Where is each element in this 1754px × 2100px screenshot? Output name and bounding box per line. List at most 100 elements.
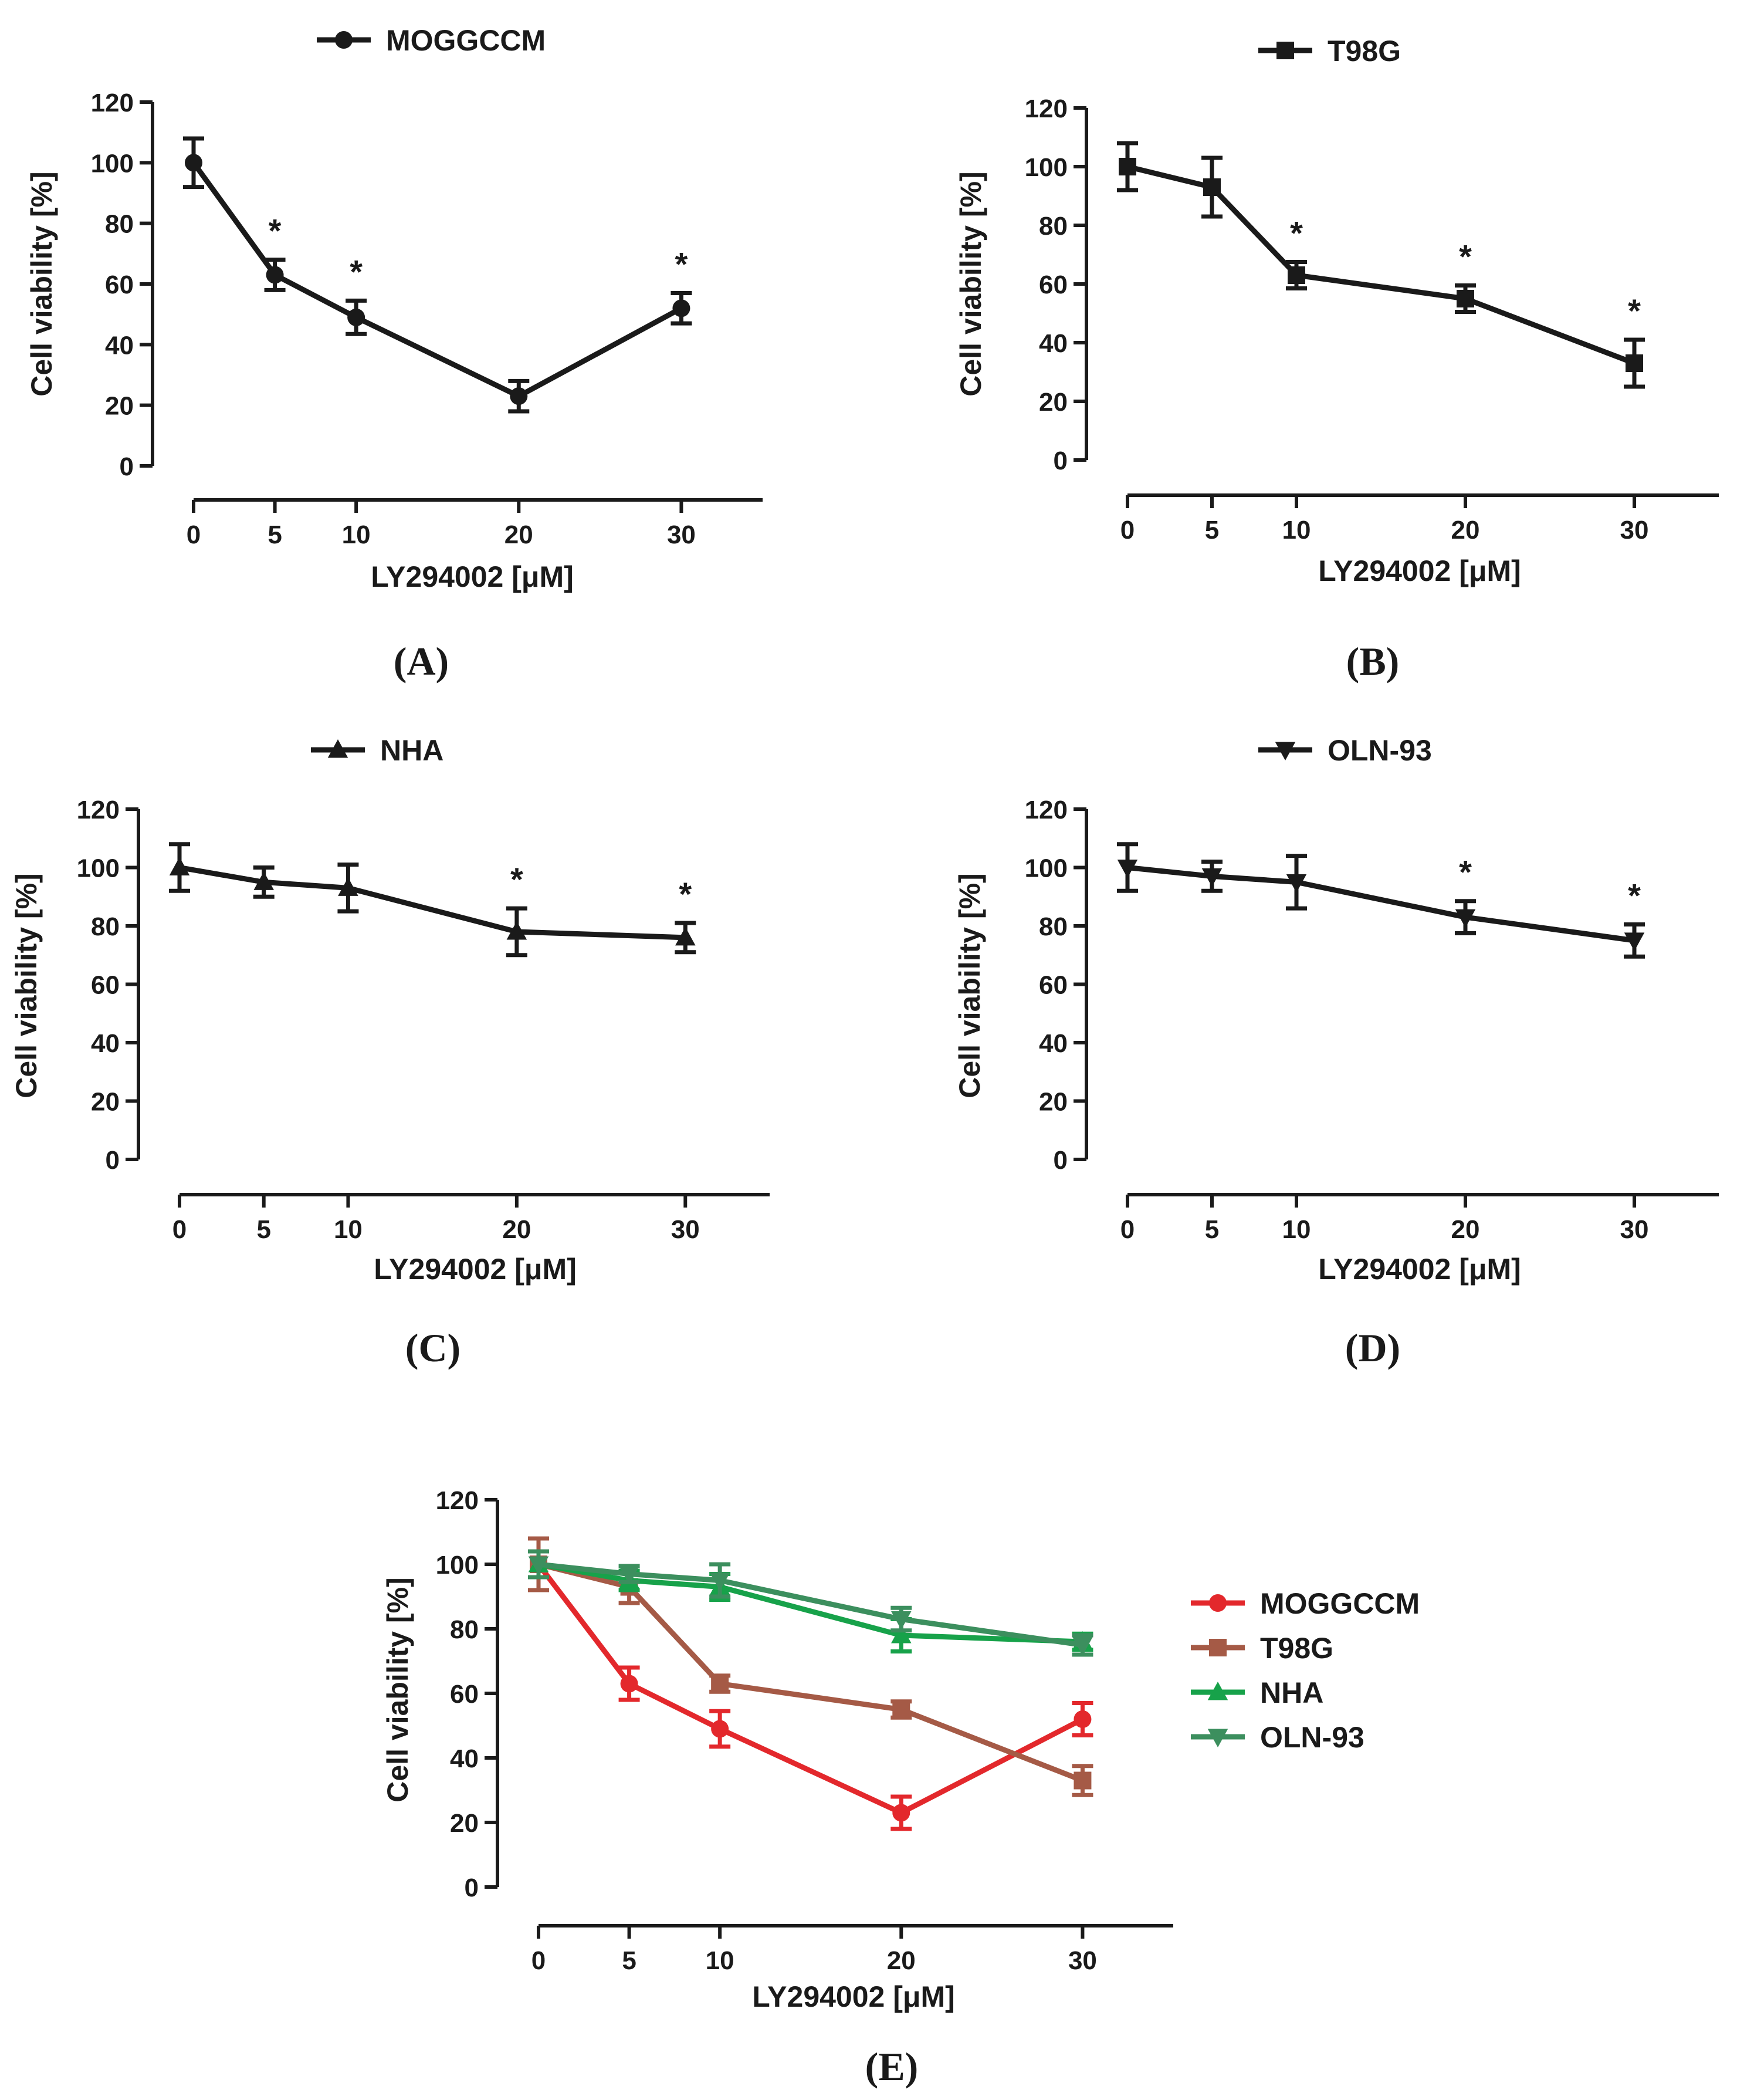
series-nha (169, 842, 696, 958)
x-axis-title: LY294002 [μM] (374, 1253, 577, 1286)
data-point (892, 1804, 910, 1822)
y-tick-label: 20 (1039, 388, 1068, 417)
significance-star: * (1628, 292, 1641, 329)
x-tick-label: 0 (187, 520, 201, 549)
y-axis-title: Cell viability [%] (10, 873, 43, 1098)
y-tick-label: 100 (77, 854, 120, 883)
panel-b: 0 20 40 60 80 100 120 0 5 10 20 30 LY294002 [μM] Cell… (954, 35, 1719, 684)
y-tick-label: 0 (1054, 1146, 1068, 1175)
panel-label: (B) (1346, 639, 1400, 684)
series-oln-93 (1117, 842, 1645, 959)
x-tick-label: 10 (1282, 516, 1311, 545)
y-tick-label: 120 (1025, 94, 1068, 123)
y-tick-label: 80 (105, 210, 134, 239)
data-point (1203, 178, 1221, 196)
y-tick-label: 40 (1039, 1029, 1068, 1058)
x-tick-label: 5 (622, 1946, 636, 1975)
x-tick-label: 10 (1282, 1215, 1311, 1244)
data-point (891, 1625, 912, 1644)
x-tick-label: 5 (1205, 516, 1219, 545)
x-tick-label: 5 (1205, 1215, 1219, 1244)
y-tick-label: 40 (105, 331, 134, 360)
legend-marker (1207, 1729, 1228, 1747)
data-point (1119, 158, 1136, 175)
x-tick-label: 20 (1451, 516, 1480, 545)
data-point (1457, 290, 1474, 307)
data-point (620, 1675, 638, 1693)
x-tick-label: 20 (502, 1215, 531, 1244)
legend-marker (1209, 1639, 1227, 1656)
legend-item: OLN-93 (1258, 734, 1432, 767)
data-point (1626, 354, 1643, 372)
y-tick-label: 80 (450, 1615, 479, 1644)
y-tick-label: 20 (1039, 1088, 1068, 1117)
data-point (506, 921, 527, 940)
x-tick-label: 0 (172, 1215, 187, 1244)
significance-star: * (510, 861, 523, 898)
data-point (619, 1566, 639, 1585)
x-tick-label: 30 (671, 1215, 700, 1244)
x-tick-label: 5 (256, 1215, 270, 1244)
data-point (528, 1556, 549, 1575)
series-line (1127, 865, 1635, 944)
series-oln-93 (528, 1549, 1093, 1657)
panel-label: (D) (1345, 1325, 1400, 1370)
legend-item: MOGGCCM (1191, 1587, 1420, 1620)
data-point (1072, 1637, 1093, 1656)
x-tick-label: 30 (1620, 1215, 1649, 1244)
legend-marker (335, 31, 353, 49)
data-point (672, 299, 690, 317)
x-tick-label: 30 (1620, 516, 1649, 545)
y-tick-label: 80 (1039, 212, 1068, 241)
legend-label: MOGGCCM (1260, 1587, 1420, 1620)
series-line (1126, 164, 1636, 366)
legend-label: OLN-93 (1328, 734, 1432, 767)
y-tick-label: 0 (1054, 447, 1068, 475)
y-tick-label: 120 (91, 89, 134, 117)
y-tick-label: 60 (105, 270, 134, 299)
data-point (675, 926, 696, 946)
x-tick-label: 20 (887, 1946, 916, 1975)
significance-star: * (675, 246, 688, 283)
x-tick-label: 30 (667, 520, 696, 549)
significance-star: * (350, 253, 363, 290)
panel-a: 0 20 40 60 80 100 120 0 5 10 20 30 LY294002 [μM] Cell… (25, 24, 763, 684)
x-axis-title: LY294002 [μM] (1318, 554, 1521, 587)
y-tick-label: 100 (1025, 854, 1068, 883)
panel-label: (E) (865, 2044, 919, 2089)
significance-star: * (1290, 215, 1303, 252)
y-tick-label: 80 (1039, 912, 1068, 941)
data-point (1455, 909, 1476, 928)
y-axis-title: Cell viability [%] (25, 171, 58, 396)
y-tick-label: 0 (106, 1146, 120, 1175)
legend-label: MOGGCCM (386, 24, 546, 57)
series-line (191, 161, 683, 399)
x-tick-label: 0 (1120, 1215, 1135, 1244)
x-axis-title: LY294002 [μM] (752, 1980, 955, 2013)
legend-marker (327, 739, 348, 758)
data-point (709, 1573, 730, 1591)
data-point (1624, 932, 1645, 951)
x-tick-label: 10 (334, 1215, 363, 1244)
x-tick-label: 20 (504, 520, 533, 549)
data-point (1117, 860, 1138, 878)
data-point (253, 871, 274, 890)
legend-marker (1276, 42, 1294, 59)
y-tick-label: 60 (91, 971, 120, 1000)
data-point (1286, 874, 1307, 893)
y-tick-label: 60 (1039, 971, 1068, 1000)
y-tick-label: 60 (450, 1680, 479, 1709)
legend-item: MOGGCCM (317, 24, 546, 57)
x-tick-label: 0 (1120, 516, 1135, 545)
legend-item: T98G (1191, 1632, 1333, 1665)
y-axis-title: Cell viability [%] (381, 1577, 414, 1802)
data-point (1074, 1771, 1092, 1790)
panel-c: 0 20 40 60 80 100 120 0 5 10 20 30 LY294002 [μM] Cell… (10, 734, 770, 1370)
data-point (1074, 1710, 1092, 1728)
y-tick-label: 20 (105, 392, 134, 421)
data-point (338, 877, 358, 896)
y-tick-label: 40 (450, 1744, 479, 1773)
legend-label: OLN-93 (1260, 1721, 1364, 1754)
y-tick-label: 100 (436, 1551, 479, 1580)
